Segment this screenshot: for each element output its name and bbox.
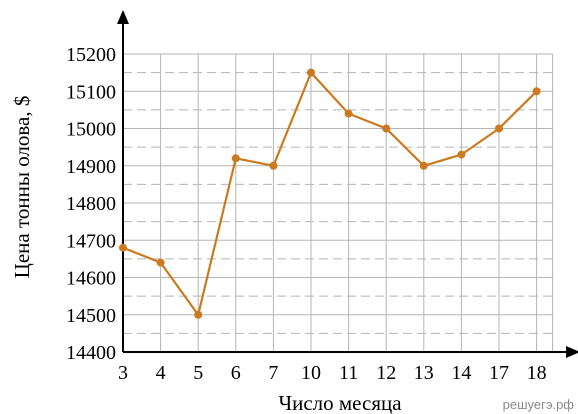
x-tick-label: 4 (156, 362, 166, 384)
x-tick-label: 11 (339, 362, 358, 384)
data-point (156, 258, 165, 267)
x-tick-label: 6 (231, 362, 241, 384)
x-tick-labels: 3 4 5 6 7 10 11 12 13 14 17 18 (118, 362, 547, 384)
y-tick-label: 14900 (66, 156, 116, 178)
data-point (344, 109, 353, 118)
data-point (382, 124, 391, 133)
x-tick-label: 18 (527, 362, 547, 384)
y-tick-label: 14400 (66, 342, 116, 364)
y-axis-title: Цена тонны олова, $ (10, 96, 34, 279)
y-axis-arrow (117, 10, 129, 24)
data-point (119, 243, 127, 252)
x-axis-title: Число месяца (278, 391, 402, 414)
data-point (495, 124, 503, 133)
y-tick-label: 14700 (66, 230, 116, 252)
data-point (419, 161, 428, 170)
data-point (269, 161, 278, 170)
data-point (307, 68, 315, 77)
x-tick-label: 5 (193, 362, 203, 384)
x-tick-label: 17 (489, 362, 509, 384)
y-tick-labels: 14400 14500 14600 14700 14800 14900 15000 15100… (66, 44, 116, 364)
watermark: решуегэ.рф (503, 397, 575, 412)
x-tick-label: 10 (301, 362, 321, 384)
data-point (194, 310, 203, 319)
grid (123, 53, 554, 352)
x-tick-label: 14 (451, 362, 471, 384)
axes (117, 10, 578, 358)
y-tick-label: 15100 (66, 81, 116, 103)
y-tick-label: 14500 (66, 305, 116, 327)
data-point (231, 154, 240, 163)
y-tick-label: 15000 (66, 119, 116, 141)
data-point (457, 150, 466, 159)
x-tick-label: 13 (414, 362, 434, 384)
y-tick-label: 14800 (66, 193, 116, 215)
series-line (122, 71, 538, 316)
y-tick-label: 14600 (66, 268, 116, 290)
data-point (532, 87, 541, 96)
x-axis-arrow (566, 346, 578, 358)
x-tick-label: 7 (268, 362, 278, 384)
x-tick-label: 12 (376, 362, 396, 384)
y-tick-label: 15200 (66, 44, 116, 66)
price-series (119, 68, 541, 319)
x-tick-label: 3 (118, 362, 128, 384)
